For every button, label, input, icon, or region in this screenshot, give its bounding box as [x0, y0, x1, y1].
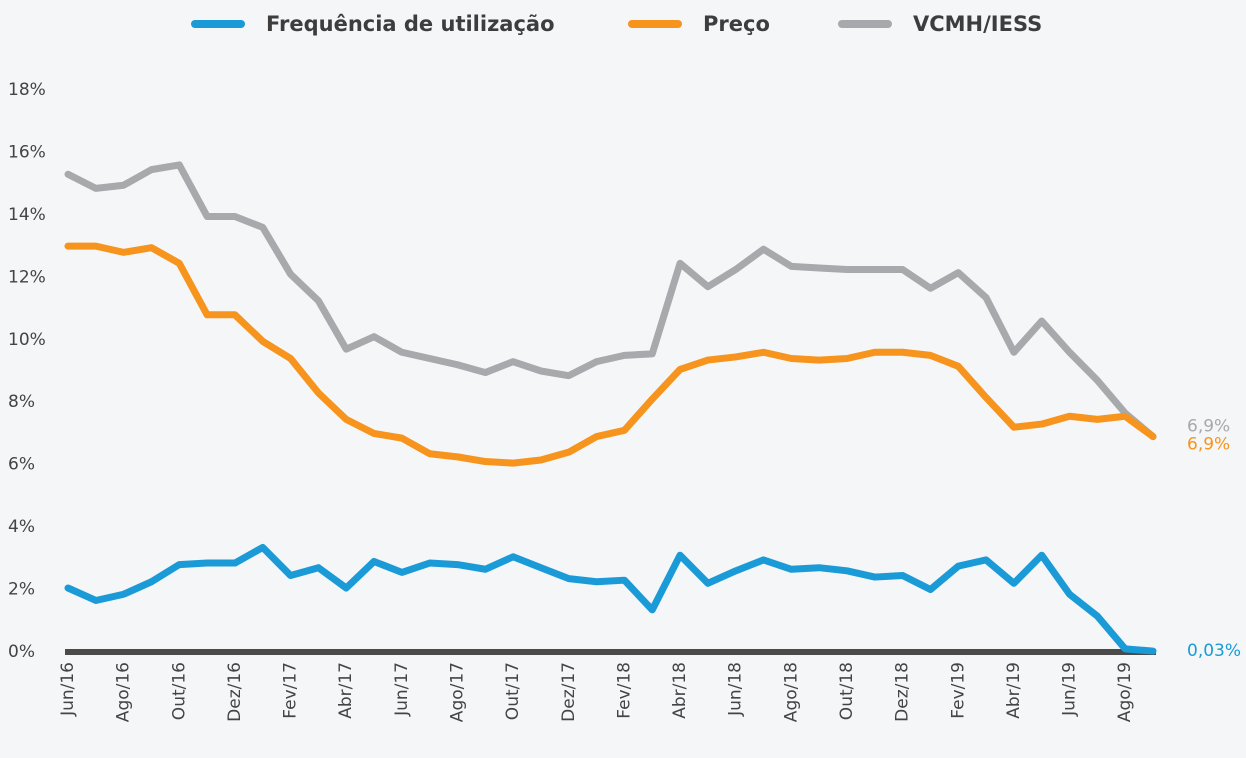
x-tick-label: Ago/16 — [114, 662, 134, 722]
x-tick-label: Dez/17 — [559, 662, 579, 722]
legend-label: VCMH/IESS — [913, 12, 1042, 36]
x-tick-label: Abr/18 — [670, 662, 690, 719]
x-tick-label: Abr/19 — [1004, 662, 1024, 719]
y-tick-label: 14% — [8, 205, 46, 225]
x-tick-label: Abr/17 — [336, 662, 356, 719]
x-tick-label: Jun/19 — [1060, 662, 1080, 717]
x-tick-label: Ago/19 — [1115, 662, 1135, 722]
y-tick-label: 6% — [8, 455, 35, 475]
x-tick-label: Out/17 — [503, 662, 523, 720]
y-tick-label: 0% — [8, 642, 35, 662]
series-line — [64, 543, 1157, 655]
value-label: 6,9% — [1187, 435, 1230, 455]
y-tick-label: 8% — [8, 392, 35, 412]
x-tick-label: Fev/19 — [948, 662, 968, 719]
legend-label: Preço — [703, 12, 770, 36]
x-tick-label: Dez/16 — [225, 662, 245, 722]
x-tick-label: Fev/17 — [281, 662, 301, 719]
x-tick-label: Jun/17 — [392, 662, 412, 717]
x-tick-label: Jun/16 — [58, 662, 78, 717]
x-tick-label: Out/16 — [169, 662, 189, 720]
value-label: 6,9% — [1187, 417, 1230, 437]
x-tick-label: Ago/17 — [447, 662, 467, 722]
y-tick-label: 2% — [8, 580, 35, 600]
series-line — [64, 242, 1157, 467]
x-tick-label: Ago/18 — [781, 662, 801, 722]
x-tick-label: Dez/18 — [893, 662, 913, 722]
x-tick-label: Jun/18 — [726, 662, 746, 717]
legend-label: Frequência de utilização — [266, 12, 555, 36]
y-tick-label: 18% — [8, 80, 46, 100]
y-tick-label: 4% — [8, 517, 35, 537]
y-tick-label: 16% — [8, 142, 46, 162]
series-line — [64, 161, 1157, 441]
value-label: 0,03% — [1187, 641, 1241, 661]
y-tick-label: 10% — [8, 330, 46, 350]
x-tick-label: Fev/18 — [614, 662, 634, 719]
x-tick-label: Out/18 — [837, 662, 857, 720]
y-tick-label: 12% — [8, 267, 46, 287]
